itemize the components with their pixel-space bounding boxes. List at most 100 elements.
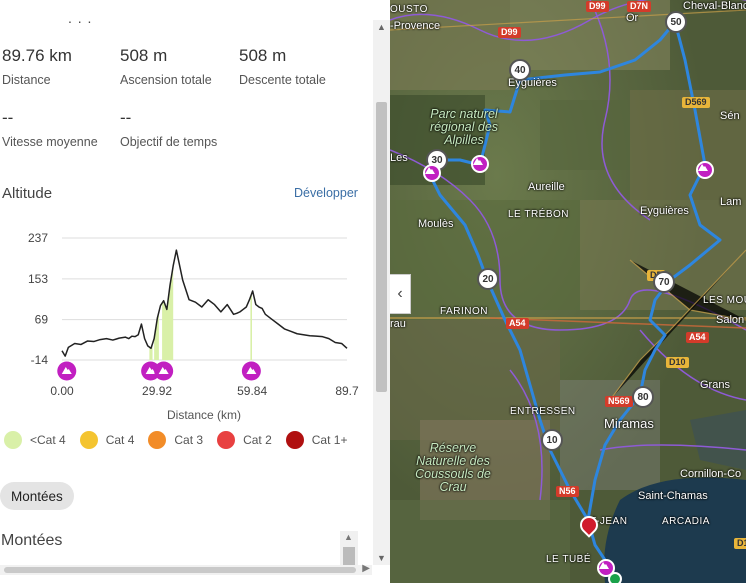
start-marker-icon[interactable] <box>608 572 622 583</box>
road-shield-d1: D1 <box>734 538 746 549</box>
header-truncated: . . . <box>68 10 93 26</box>
map-label-aureille: Aureille <box>528 181 565 193</box>
scroll-up-arrow-icon[interactable]: ▲ <box>377 22 386 32</box>
road-shield-n569: N569 <box>605 396 633 407</box>
route-details-panel: . . . 89.76 km Distance 508 m Ascension … <box>0 10 390 575</box>
map-label-les-moulins: LES MOUL <box>703 295 746 306</box>
legend-label: Cat 2 <box>243 433 272 447</box>
ascent-value: 508 m <box>120 46 168 65</box>
distance-label: Distance <box>2 73 51 87</box>
scroll-down-arrow-icon[interactable]: ▼ <box>377 553 386 563</box>
mountain-icon <box>61 367 72 374</box>
legend-item: <Cat 4 <box>4 431 66 449</box>
legend-label: <Cat 4 <box>30 433 66 447</box>
map-label-provence: -Provence <box>390 20 441 32</box>
scroll-up-arrow-icon[interactable]: ▲ <box>344 532 353 542</box>
y-tick-label: 153 <box>28 272 48 286</box>
avg-speed-label: Vitesse moyenne <box>2 135 98 149</box>
collapse-panel-button[interactable]: ‹ <box>390 274 411 314</box>
map-label-st-jean: T-JEAN <box>590 516 628 527</box>
legend-swatch <box>217 431 236 449</box>
road-shield-d7n: D7N <box>627 1 652 12</box>
y-tick-label: 237 <box>28 231 48 245</box>
road-shield-d10: D10 <box>666 357 689 368</box>
climbs-section-title: Montées <box>1 532 63 549</box>
mountain-icon <box>246 367 257 374</box>
road-shield-d99: D99 <box>586 1 609 12</box>
horizontal-scrollbar[interactable]: ▶ <box>0 563 372 575</box>
x-tick-label: 29.92 <box>142 384 172 398</box>
scroll-right-arrow-icon[interactable]: ▶ <box>362 563 370 574</box>
road-shield-n56: N56 <box>556 486 579 497</box>
time-goal-label: Objectif de temps <box>120 135 218 149</box>
scrollbar-thumb[interactable] <box>376 102 387 392</box>
legend-item: Cat 3 <box>148 431 203 449</box>
mountain-icon <box>425 167 435 174</box>
route-map[interactable]: OUSTO -Provence Or Cheval-Blanc Parc nat… <box>390 0 746 583</box>
mountain-icon <box>473 158 483 165</box>
elevation-chart[interactable]: 237 153 69 -14 0.00 29.92 59.84 89.7 Distance (k… <box>0 225 368 425</box>
map-label-parc-alpilles: Parc naturel régional des Alpilles <box>429 107 499 147</box>
map-label-cousto: OUSTO <box>390 4 428 15</box>
chevron-left-icon: ‹ <box>397 285 403 302</box>
y-tick-label: -14 <box>31 353 49 367</box>
road-shield-d99: D99 <box>498 27 521 38</box>
elevation-line <box>61 249 348 357</box>
climb-area <box>162 265 174 360</box>
map-label-grans: Grans <box>700 379 730 391</box>
map-label-farinon: FARINON <box>440 306 488 317</box>
map-label-cornillon: Cornillon-Co <box>680 468 742 480</box>
mountain-icon <box>145 367 156 374</box>
legend-item: Cat 2 <box>217 431 272 449</box>
legend-item: Cat 1+ <box>285 431 347 449</box>
altitude-title: Altitude <box>2 185 53 202</box>
km-marker-40[interactable]: 40 <box>509 59 531 81</box>
map-label-cheval-blanc: Cheval-Blanc <box>683 0 746 12</box>
map-label-les: Les <box>390 152 408 164</box>
climb-area <box>154 311 159 360</box>
scrollbar-thumb[interactable] <box>4 567 356 573</box>
climb-area <box>250 292 252 360</box>
mountain-icon <box>599 562 609 569</box>
map-label-miramas: Miramas <box>604 416 654 431</box>
map-label-saint-chamas: Saint-Chamas <box>638 490 708 502</box>
legend-swatch <box>148 431 167 449</box>
map-label-rau: rau <box>390 318 406 330</box>
mountain-icon <box>158 367 169 374</box>
map-label-orgon: Or <box>626 12 639 24</box>
map-label-lam: Lam <box>720 196 742 208</box>
y-tick-label: 69 <box>35 313 49 327</box>
legend-label: Cat 3 <box>174 433 204 447</box>
x-tick-label: 89.7 <box>335 384 359 398</box>
map-label-arcadia: ARCADIA <box>662 516 710 527</box>
map-label-salon: Salon <box>716 314 745 326</box>
ascent-label: Ascension totale <box>120 73 212 87</box>
scrollbar-thumb[interactable] <box>343 547 355 565</box>
map-label-entressen: ENTRESSEN <box>510 406 576 417</box>
road-shield-a54: A54 <box>686 332 709 343</box>
descent-value: 508 m <box>239 46 287 65</box>
km-marker-70[interactable]: 70 <box>653 271 675 293</box>
legend-swatch <box>285 431 304 449</box>
km-marker-10[interactable]: 10 <box>541 429 563 451</box>
climb-marker-icon[interactable] <box>423 164 441 182</box>
km-marker-80[interactable]: 80 <box>632 386 654 408</box>
map-label-moules: Moulès <box>418 218 454 230</box>
avg-speed-value: -- <box>2 108 14 127</box>
climbs-list-scrollbar[interactable]: ▲ <box>340 531 358 565</box>
vertical-scrollbar[interactable]: ▲ ▼ <box>373 20 390 565</box>
km-marker-50[interactable]: 50 <box>665 11 687 33</box>
climbs-filter-button[interactable]: Montées <box>0 482 74 510</box>
map-label-reserve-crau: Réserve Naturelle des Coussouls de Crau <box>415 441 491 494</box>
x-tick-label: 0.00 <box>50 384 74 398</box>
climb-marker-icon[interactable] <box>696 161 714 179</box>
mountain-icon <box>698 164 708 171</box>
legend-swatch <box>4 431 22 449</box>
map-label-sen: Sén <box>720 110 740 122</box>
map-canvas[interactable] <box>390 0 746 583</box>
map-label-le-trebon: LE TRÉBON <box>508 209 569 220</box>
expand-chart-link[interactable]: Développer <box>294 186 358 200</box>
climb-category-legend: <Cat 4 Cat 4 Cat 3 Cat 2 Cat 1+ <box>4 431 361 449</box>
climb-marker-icon[interactable] <box>471 155 489 173</box>
km-marker-20[interactable]: 20 <box>477 268 499 290</box>
